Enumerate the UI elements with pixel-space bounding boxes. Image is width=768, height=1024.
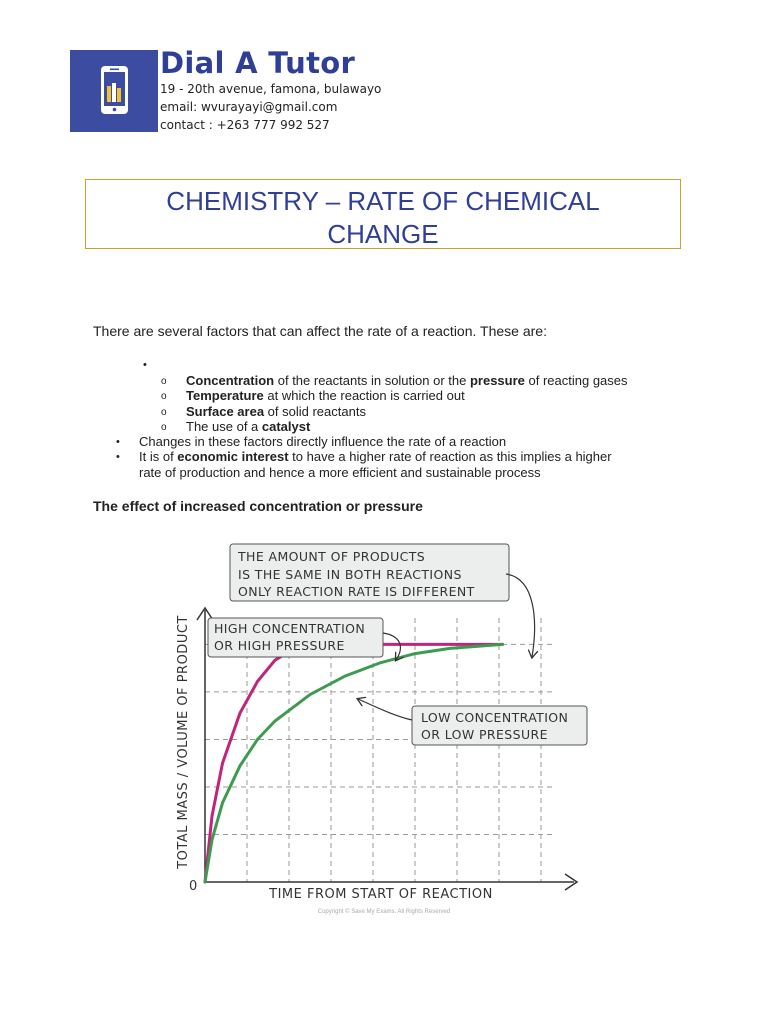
circle-bullet-icon: o (161, 391, 167, 402)
annotation-high-line2: OR HIGH PRESSURE (214, 638, 345, 653)
arrow-high-to-curve (382, 632, 400, 660)
point-economic: It is of economic interest to have a hig… (139, 449, 612, 464)
annotation-box-high (207, 617, 384, 658)
point-influence: Changes in these factors directly influe… (139, 434, 507, 449)
point-economic-line2: rate of production and hence a more effi… (139, 465, 541, 480)
annotation-top-line3: ONLY REACTION RATE IS DIFFERENT (238, 584, 475, 599)
origin-label: 0 (189, 879, 197, 894)
phone-contact: contact : +263 777 992 527 (160, 118, 330, 132)
annotation-top-line2: IS THE SAME IN BOTH REACTIONS (238, 567, 462, 582)
title-line-1: CHEMISTRY – RATE OF CHEMICAL (166, 186, 600, 216)
empty-bullet: • (143, 359, 147, 371)
address: 19 - 20th avenue, famona, bulawayo (160, 82, 382, 96)
factor-catalyst: The use of a catalyst (186, 419, 311, 434)
annotation-low-line2: OR LOW PRESSURE (421, 727, 548, 742)
bullet-icon: • (116, 436, 120, 448)
copyright-text: Copyright © Save My Exams. All Rights Re… (318, 908, 450, 915)
annotation-low-line1: LOW CONCENTRATION (421, 710, 568, 725)
arrow-low-to-curve (358, 699, 413, 721)
document-title-box: CHEMISTRY – RATE OF CHEMICAL CHANGE (85, 179, 681, 249)
chart-grid (205, 618, 555, 882)
series-low-concentration-line (203, 642, 504, 884)
brand-name: Dial A Tutor (160, 46, 356, 80)
title-line-2: CHANGE (327, 219, 439, 249)
email: email: wvurayayi@gmail.com (160, 100, 338, 114)
annotation-high-line1: HIGH CONCENTRATION (214, 621, 365, 636)
intro-text: There are several factors that can affec… (93, 323, 547, 339)
y-axis-arrow-icon (196, 606, 214, 621)
factor-temperature: Temperature at which the reaction is car… (186, 388, 465, 403)
section-subheading: The effect of increased concentration or… (93, 498, 423, 514)
y-axis-label: TOTAL MASS / VOLUME OF PRODUCT (176, 615, 191, 870)
series-high-concentration-line (203, 642, 504, 884)
annotation-box-top (229, 543, 510, 602)
arrow-top-to-curves (505, 573, 535, 657)
factor-concentration: Concentration of the reactants in soluti… (186, 373, 628, 388)
phone-with-books-icon (101, 66, 128, 114)
circle-bullet-icon: o (161, 376, 167, 387)
x-axis-label: TIME FROM START OF REACTION (268, 887, 493, 902)
annotation-box-low (411, 705, 588, 746)
bullet-icon: • (116, 451, 120, 463)
logo (70, 50, 158, 132)
annotation-top-line1: THE AMOUNT OF PRODUCTS (237, 549, 425, 564)
x-axis-arrow-icon (564, 873, 579, 891)
circle-bullet-icon: o (161, 422, 167, 433)
circle-bullet-icon: o (161, 407, 167, 418)
factor-surface-area: Surface area of solid reactants (186, 404, 366, 419)
